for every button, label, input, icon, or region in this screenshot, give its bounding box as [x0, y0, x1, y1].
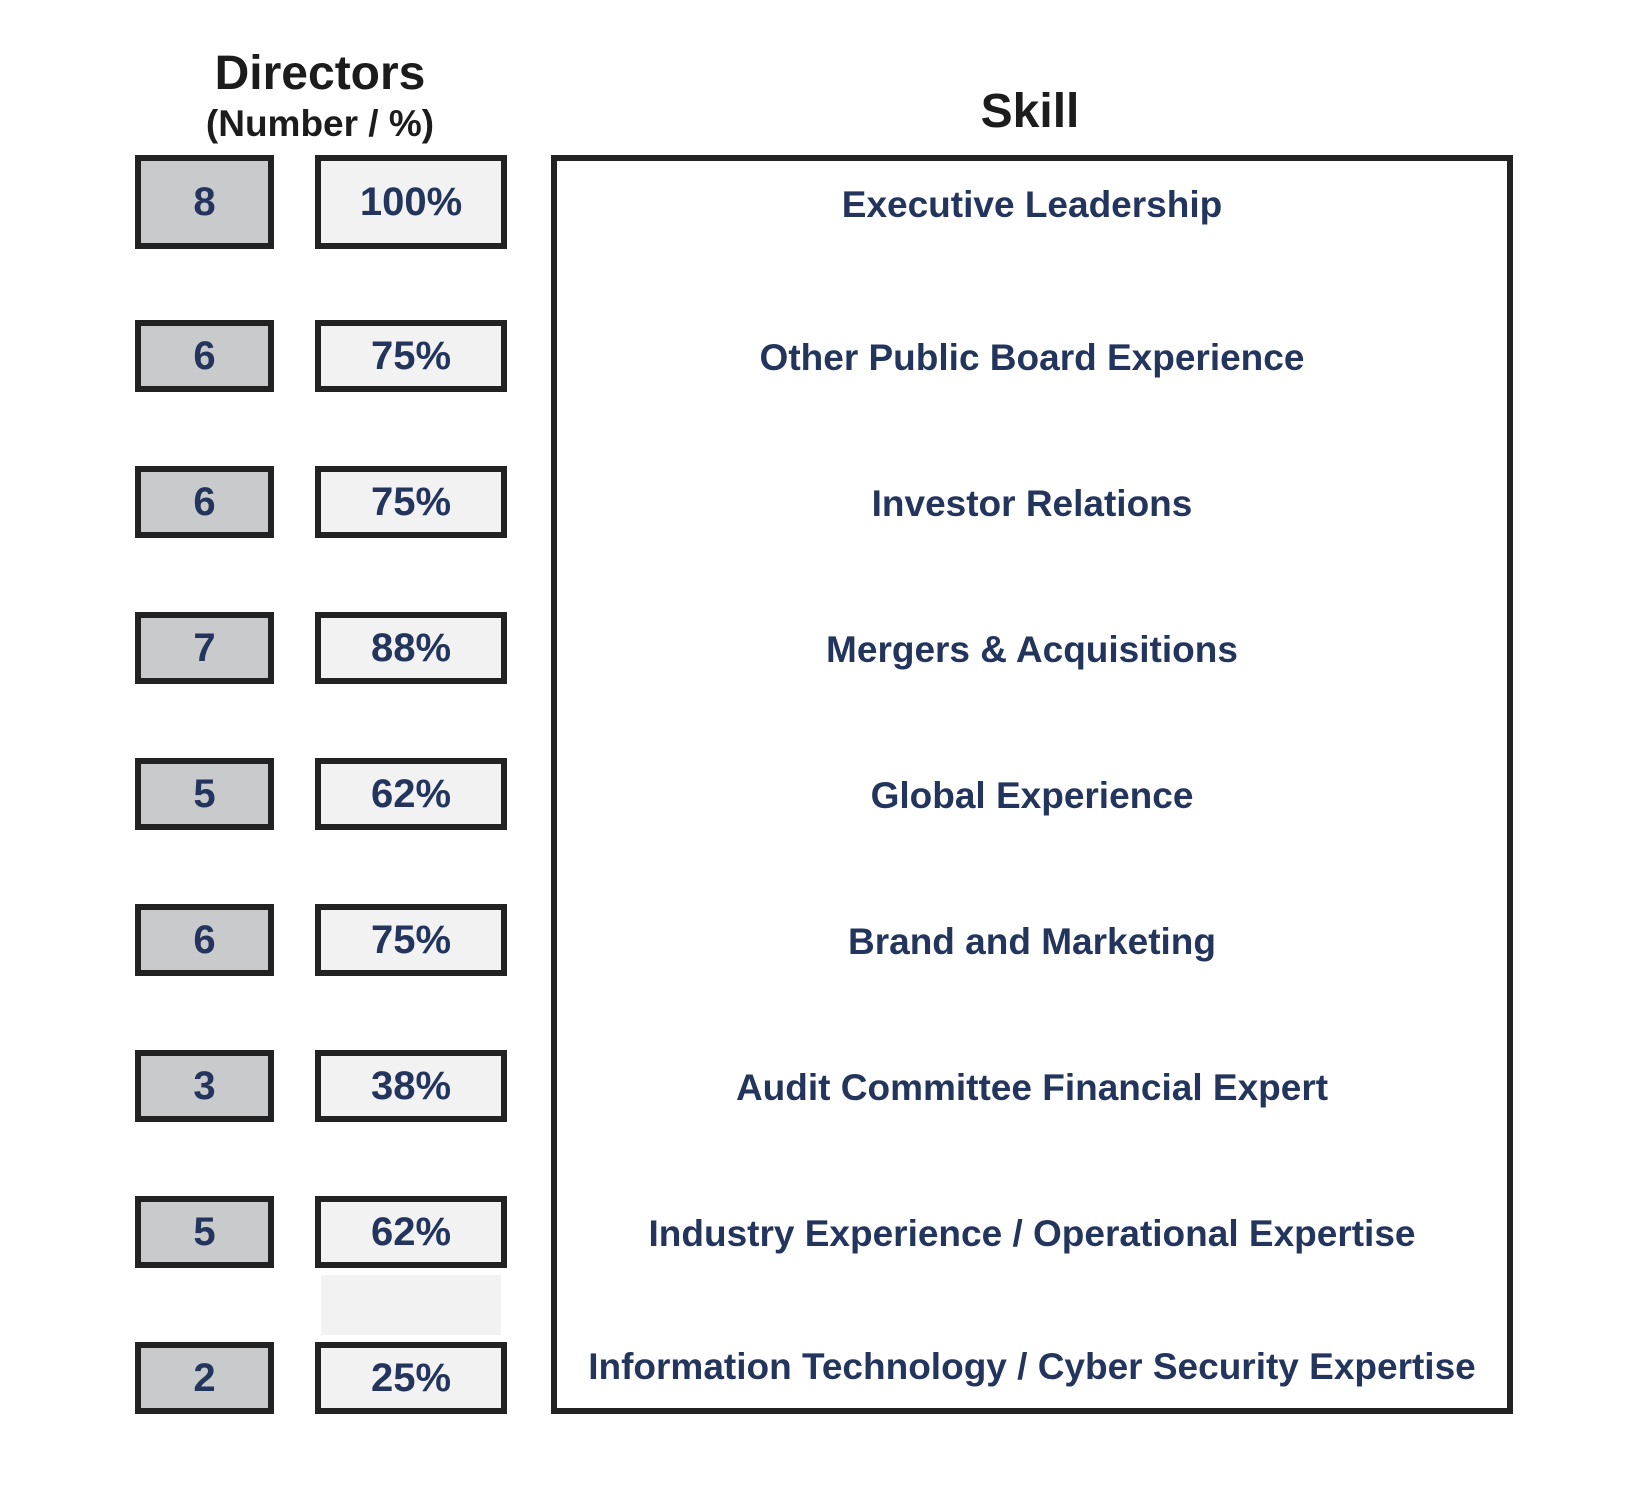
skill-label: Industry Experience / Operational Expert…: [648, 1213, 1416, 1254]
director-percent-box: 88%: [315, 612, 507, 684]
director-count-box: 6: [135, 320, 274, 392]
director-count-box: 2: [135, 1342, 274, 1414]
skill-label: Executive Leadership: [841, 184, 1223, 225]
skill-label: Global Experience: [870, 775, 1194, 816]
directors-subheader: (Number / %): [205, 103, 435, 144]
skill-label: Other Public Board Experience: [759, 337, 1305, 378]
skill-header: Skill: [980, 85, 1080, 138]
director-percent-box: 75%: [315, 320, 507, 392]
director-count-box: 5: [135, 758, 274, 830]
percent-column-spacer: [321, 1275, 501, 1335]
skill-frame: [551, 155, 1513, 1414]
director-count-box: 5: [135, 1196, 274, 1268]
skill-label: Audit Committee Financial Expert: [735, 1067, 1329, 1108]
director-percent-box: 100%: [315, 155, 507, 249]
director-count-box: 6: [135, 466, 274, 538]
director-percent-box: 62%: [315, 1196, 507, 1268]
director-count-box: 3: [135, 1050, 274, 1122]
director-count-box: 6: [135, 904, 274, 976]
director-percent-box: 38%: [315, 1050, 507, 1122]
skill-label: Mergers & Acquisitions: [826, 629, 1238, 670]
skill-label: Investor Relations: [871, 483, 1193, 524]
directors-header: Directors: [214, 47, 426, 100]
director-count-box: 8: [135, 155, 274, 249]
director-count-box: 7: [135, 612, 274, 684]
skill-label: Information Technology / Cyber Security …: [588, 1346, 1476, 1387]
director-percent-box: 25%: [315, 1342, 507, 1414]
skill-label: Brand and Marketing: [848, 921, 1216, 962]
director-percent-box: 75%: [315, 904, 507, 976]
director-percent-box: 75%: [315, 466, 507, 538]
director-percent-box: 62%: [315, 758, 507, 830]
